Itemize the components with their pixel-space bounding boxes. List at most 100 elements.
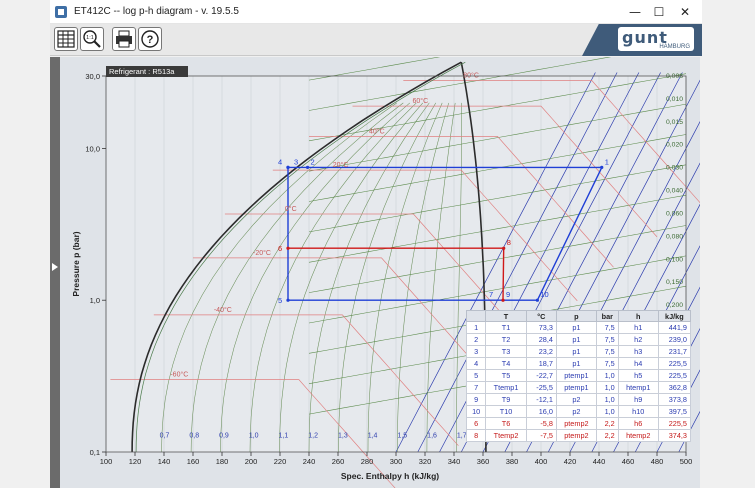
x-tick-label: 220 [274,457,287,466]
table-cell: htemp2 [617,429,659,442]
isochore-label: 0,060 [666,210,683,217]
y-tick-label: 10,0 [85,144,100,153]
point-label: 1 [605,157,609,166]
table-cell: ptemp1 [555,369,597,382]
side-panel-toggle[interactable] [50,57,60,488]
refrigerant-label: Refrigerant : R513a [109,67,175,76]
cycle-point [501,298,505,302]
table-cell: T9 [485,393,527,406]
table-cell: 73,3 [525,321,557,334]
table-cell: -22,7 [525,369,557,382]
table-icon [57,30,75,48]
table-row: 8 Ttemp2 -7,5 ptemp2 2,2 htemp2 374,3 [465,429,692,442]
quality-label: 1,7 [457,432,467,439]
isochore-label: 0,030 [666,165,683,172]
table-cell: 374,3 [657,429,692,442]
y-axis-label: Pressure p (bar) [71,231,81,296]
print-button[interactable] [112,27,136,51]
isotherm-label: -60°C [170,371,188,379]
table-cell: p2 [555,405,597,418]
cycle-point [286,298,290,302]
zoom-reset-button[interactable]: 1:1 [80,27,104,51]
table-cell: htemp1 [617,381,659,394]
quality-line [220,102,410,453]
table-cell: 1,0 [595,369,619,382]
x-tick-label: 240 [303,457,316,466]
table-cell: T1 [485,321,527,334]
table-cell: 225,5 [657,417,692,430]
table-cell: 16,0 [525,405,557,418]
quality-line [397,102,449,453]
x-tick-label: 280 [361,457,374,466]
table-cell: T4 [485,357,527,370]
table-cell: 441,9 [657,321,692,334]
table-cell: h5 [617,369,659,382]
table-cell: 225,5 [657,357,692,370]
table-cell: 373,8 [657,393,692,406]
isochore-label: 0,080 [666,233,683,240]
quality-line [367,102,443,453]
isochore-line [308,73,687,142]
cycle-point [305,165,310,169]
x-tick-label: 180 [216,457,229,466]
table-cell: 9 [465,393,487,406]
x-tick-label: 440 [593,457,606,466]
isochore-label: 0,040 [666,188,683,195]
point-label: 9 [506,290,510,299]
table-cell: ptemp2 [555,417,597,430]
quality-line [190,102,404,453]
x-tick-label: 160 [187,457,200,466]
x-tick-label: 500 [680,457,693,466]
table-cell: T6 [485,417,527,430]
table-cell: Ttemp2 [485,429,527,442]
x-tick-label: 140 [158,457,171,466]
quality-label: 1,6 [427,432,437,439]
table-cell: 3 [465,345,487,358]
table-header-cell [465,310,487,322]
cycle-line [287,166,603,301]
maximize-button[interactable]: ☐ [653,5,665,19]
table-cell: T5 [485,369,527,382]
minimize-button[interactable]: — [629,5,641,19]
table-row: 6 T6 -5,8 ptemp2 2,2 h6 225,5 [465,417,692,430]
table-header-cell: °C [525,310,557,322]
quality-label: 0,8 [189,432,199,439]
isotherm-line [110,379,400,493]
table-view-button[interactable] [54,27,78,51]
point-label: 6 [278,244,282,253]
point-label: 5 [278,296,282,305]
title-bar[interactable]: ET412C -- log p-h diagram - v. 19.5.5 — … [50,0,702,24]
isotherm-line [309,136,614,268]
table-cell: Ttemp1 [485,381,527,394]
table-cell: 4 [465,357,487,370]
table-cell: h2 [617,333,659,346]
chart-labels: 80°C 60°C 40°C 20°C 0°C -20°C -40°C -60°C 0,7 0,8… [160,72,684,440]
isotherm-label: 60°C [413,97,429,105]
table-row: 2 T2 28,4 p1 7,5 h2 239,0 [465,333,692,346]
quality-label: 1,0 [249,432,259,439]
isochore-label: 0,150 [666,279,683,286]
isotherm-line [352,105,658,238]
isotherm-line [403,80,709,212]
saturated-liquid-line [131,61,462,453]
isotherm-lines [110,80,709,493]
table-cell: p1 [555,321,597,334]
table-cell: 362,8 [657,381,692,394]
help-button[interactable]: ? [138,27,162,51]
table-cell: -12,1 [525,393,557,406]
brand-logo: gunt HAMBURG [618,27,694,51]
table-header-cell: kJ/kg [657,310,692,322]
isochore-label: 0,006 [666,73,683,80]
quality-label: 1,4 [368,432,378,439]
table-cell: 397,5 [657,405,692,418]
table-cell: h1 [617,321,659,334]
table-cell: 2,2 [595,417,619,430]
table-header-cell: h [617,310,659,322]
close-button[interactable]: ✕ [679,5,691,19]
quality-line [249,102,417,453]
table-cell: 1,0 [595,405,619,418]
zoom-1-1-icon: 1:1 [83,30,101,48]
table-cell: h6 [617,417,659,430]
point-label: 8 [507,238,511,247]
